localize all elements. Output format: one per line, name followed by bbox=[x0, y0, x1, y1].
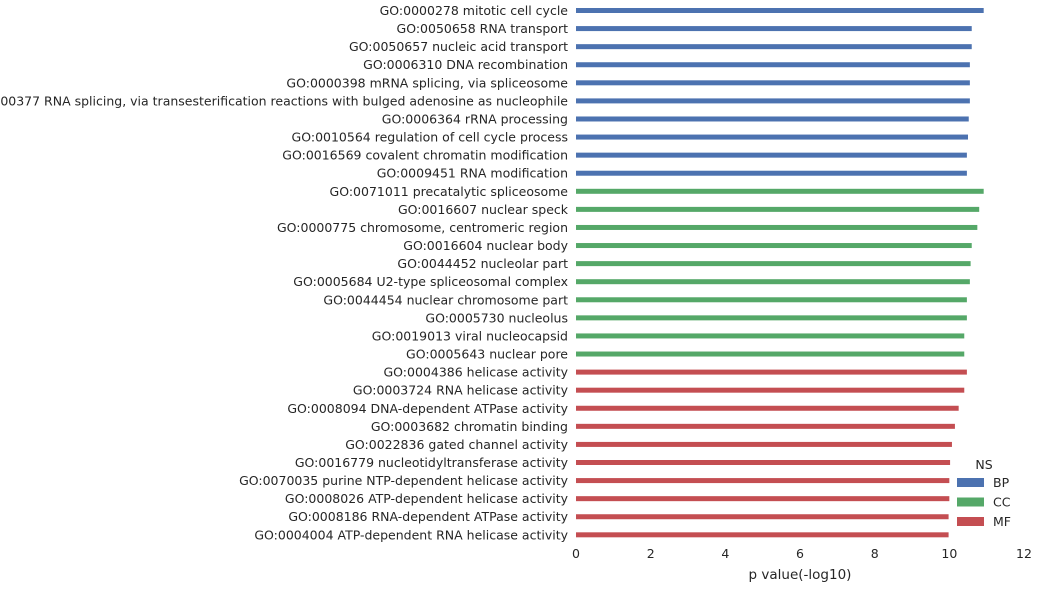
y-tick-label: GO:0050658 RNA transport bbox=[397, 21, 569, 36]
y-tick-label: GO:0008094 DNA-dependent ATPase activity bbox=[287, 401, 568, 416]
y-tick-label: GO:0005684 U2-type spliceosomal complex bbox=[293, 274, 568, 289]
legend-swatch-cc bbox=[957, 497, 984, 507]
bar-bp bbox=[576, 8, 984, 13]
bar-mf bbox=[576, 405, 959, 411]
bar-cc bbox=[576, 188, 984, 194]
y-tick-label: GO:0070035 purine NTP-dependent helicase… bbox=[239, 473, 569, 488]
legend-swatch-mf bbox=[957, 517, 984, 526]
x-tick-label: 6 bbox=[796, 546, 804, 561]
bar-mf bbox=[576, 387, 965, 393]
legend-label-mf: MF bbox=[993, 514, 1011, 529]
bar-cc bbox=[576, 243, 972, 249]
legend-label-cc: CC bbox=[993, 495, 1011, 510]
y-tick-label: GO:0004004 ATP-dependent RNA helicase ac… bbox=[254, 527, 568, 542]
bar-cc bbox=[576, 351, 965, 357]
y-tick-label: GO:0016607 nuclear speck bbox=[398, 202, 569, 217]
bar-cc bbox=[576, 315, 967, 321]
bars-layer bbox=[576, 8, 984, 538]
bar-mf bbox=[576, 369, 967, 375]
bar-mf bbox=[576, 460, 951, 465]
y-tick-label: GO:0006364 rRNA processing bbox=[382, 111, 568, 126]
y-tick-label: GO:0050657 nucleic acid transport bbox=[349, 39, 568, 54]
bar-cc bbox=[576, 279, 970, 285]
y-tick-label: GO:0000398 mRNA splicing, via spliceosom… bbox=[286, 75, 568, 90]
y-tick-label: GO:0008026 ATP-dependent helicase activi… bbox=[285, 491, 569, 506]
bar-mf bbox=[576, 532, 949, 538]
bar-mf bbox=[576, 496, 950, 502]
legend-label-bp: BP bbox=[993, 475, 1010, 490]
bar-cc bbox=[576, 261, 971, 267]
bar-cc bbox=[576, 297, 967, 303]
y-tick-label: GO:0071011 precatalytic spliceosome bbox=[330, 184, 569, 199]
y-tick-label: GO:0005730 nucleolus bbox=[425, 310, 568, 325]
y-tick-label: GO:0000377 RNA splicing, via transesteri… bbox=[0, 93, 568, 108]
bar-bp bbox=[576, 62, 970, 68]
legend: NS BP CC MF bbox=[957, 457, 1011, 529]
x-tick-label: 4 bbox=[721, 546, 729, 561]
bar-mf bbox=[576, 423, 955, 429]
bar-bp bbox=[576, 152, 967, 158]
y-tick-label: GO:0000775 chromosome, centromeric regio… bbox=[277, 220, 568, 235]
bar-cc bbox=[576, 224, 978, 230]
y-tick-label: GO:0005643 nuclear pore bbox=[406, 347, 568, 362]
x-axis-title: p value(-log10) bbox=[749, 567, 852, 583]
bar-bp bbox=[576, 80, 970, 86]
y-tick-label: GO:0009451 RNA modification bbox=[377, 166, 568, 181]
y-tick-label: GO:0016569 covalent chromatin modificati… bbox=[282, 148, 568, 163]
bar-mf bbox=[576, 478, 950, 484]
legend-swatch-bp bbox=[957, 478, 984, 487]
bar-cc bbox=[576, 206, 980, 212]
bar-bp bbox=[576, 170, 967, 176]
x-tick-label: 8 bbox=[871, 546, 879, 561]
bar-cc bbox=[576, 333, 965, 339]
y-tick-label: GO:0016779 nucleotidyltransferase activi… bbox=[295, 455, 569, 470]
y-tick-label: GO:0010564 regulation of cell cycle proc… bbox=[292, 130, 568, 145]
bar-mf bbox=[576, 441, 952, 447]
y-tick-label: GO:0003724 RNA helicase activity bbox=[353, 383, 569, 398]
y-tick-label: GO:0003682 chromatin binding bbox=[371, 419, 568, 434]
y-tick-label: GO:0006310 DNA recombination bbox=[363, 57, 568, 72]
bar-bp bbox=[576, 116, 969, 122]
y-tick-label: GO:0000278 mitotic cell cycle bbox=[380, 3, 569, 18]
bar-bp bbox=[576, 134, 968, 140]
x-tick-label: 10 bbox=[941, 546, 957, 561]
y-tick-label: GO:0016604 nuclear body bbox=[403, 238, 568, 253]
y-tick-label: GO:0022836 gated channel activity bbox=[345, 437, 568, 452]
y-tick-label: GO:0044452 nucleolar part bbox=[397, 256, 568, 271]
legend-title: NS bbox=[975, 457, 992, 472]
y-tick-label: GO:0004386 helicase activity bbox=[383, 365, 568, 380]
x-tick-label: 0 bbox=[572, 546, 580, 561]
y-tick-label: GO:0019013 viral nucleocapsid bbox=[372, 328, 568, 343]
bar-bp bbox=[576, 98, 970, 104]
x-tick-label: 12 bbox=[1016, 546, 1032, 561]
bar-bp bbox=[576, 44, 972, 50]
y-tick-label: GO:0008186 RNA-dependent ATPase activity bbox=[288, 509, 568, 524]
bar-mf bbox=[576, 514, 949, 520]
x-tick-labels: 0 2 4 6 8 10 12 bbox=[572, 546, 1032, 561]
y-tick-labels: GO:0000278 mitotic cell cycle GO:0050658 … bbox=[0, 3, 569, 542]
y-tick-label: GO:0044454 nuclear chromosome part bbox=[323, 292, 568, 307]
x-tick-label: 2 bbox=[647, 546, 655, 561]
bar-bp bbox=[576, 26, 972, 32]
